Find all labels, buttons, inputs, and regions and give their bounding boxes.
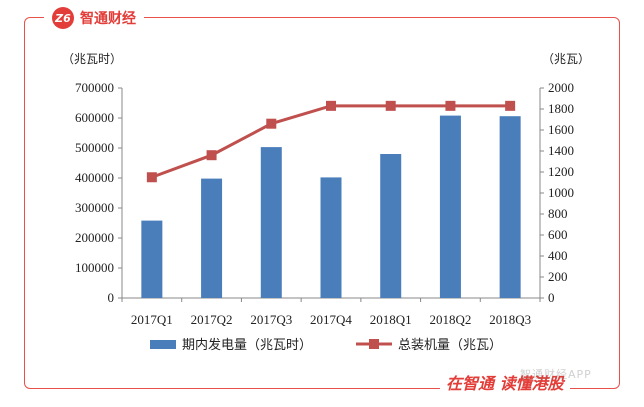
y-right-tick-label: 800	[548, 206, 568, 221]
y-right-tick-label: 400	[548, 248, 568, 263]
watermark: 智通财经APP	[520, 368, 592, 381]
y-left-tick-label: 600000	[75, 110, 114, 125]
brand-logo-icon: Z6	[52, 7, 74, 29]
bar	[260, 147, 282, 298]
y-axis-left-title: （兆瓦时）	[62, 52, 122, 66]
footer-slogan-box: 在智通 读懂港股	[440, 370, 570, 394]
y-left-tick-label: 200000	[75, 230, 114, 245]
x-tick-label: 2017Q4	[310, 312, 352, 327]
x-tick-label: 2017Q1	[131, 312, 173, 327]
bar	[499, 116, 521, 298]
legend-label-bar: 期内发电量（兆瓦时）	[182, 337, 312, 353]
y-right-tick-label: 1000	[548, 185, 574, 200]
brand-name: 智通财经	[80, 11, 136, 27]
x-tick-label: 2017Q3	[250, 312, 292, 327]
y-left-tick-label: 300000	[75, 200, 114, 215]
footer-slogan: 在智通 读懂港股	[446, 374, 564, 393]
legend-label-line: 总装机量（兆瓦）	[398, 338, 502, 353]
x-tick-label: 2018Q2	[429, 312, 471, 327]
line-marker	[385, 100, 396, 111]
brand-header: Z6 智通财经	[44, 4, 144, 32]
y-right-tick-label: 1200	[548, 164, 574, 179]
y-right-tick-label: 1800	[548, 101, 574, 116]
y-right-tick-label: 2000	[548, 80, 574, 95]
line-marker	[505, 100, 516, 111]
bar	[201, 178, 223, 298]
x-tick-label: 2018Q1	[370, 312, 412, 327]
line-marker	[326, 100, 336, 111]
y-left-tick-label: 400000	[75, 170, 114, 185]
bar	[320, 177, 342, 298]
x-tick-label: 2018Q3	[489, 312, 531, 327]
line-marker	[445, 100, 456, 111]
x-tick-label: 2017Q2	[191, 312, 233, 327]
y-left-tick-label: 700000	[75, 80, 114, 95]
y-left-tick-label: 0	[108, 290, 115, 305]
y-right-tick-label: 1400	[548, 143, 574, 158]
line-marker	[206, 150, 217, 161]
y-right-tick-label: 600	[548, 227, 568, 242]
bar	[439, 115, 461, 298]
line-marker	[146, 172, 157, 183]
y-right-tick-label: 200	[548, 269, 568, 284]
y-axis-right-title: （兆瓦）	[542, 52, 590, 66]
bar	[380, 154, 402, 298]
legend-marker-line	[369, 339, 379, 349]
y-right-tick-label: 1600	[548, 122, 574, 137]
bar	[141, 220, 163, 298]
y-left-tick-label: 500000	[75, 140, 114, 155]
y-right-tick-label: 0	[548, 290, 555, 305]
legend-swatch-bar	[150, 340, 176, 349]
chart-frame	[24, 17, 620, 389]
line-marker	[266, 118, 277, 129]
y-left-tick-label: 100000	[75, 260, 114, 275]
